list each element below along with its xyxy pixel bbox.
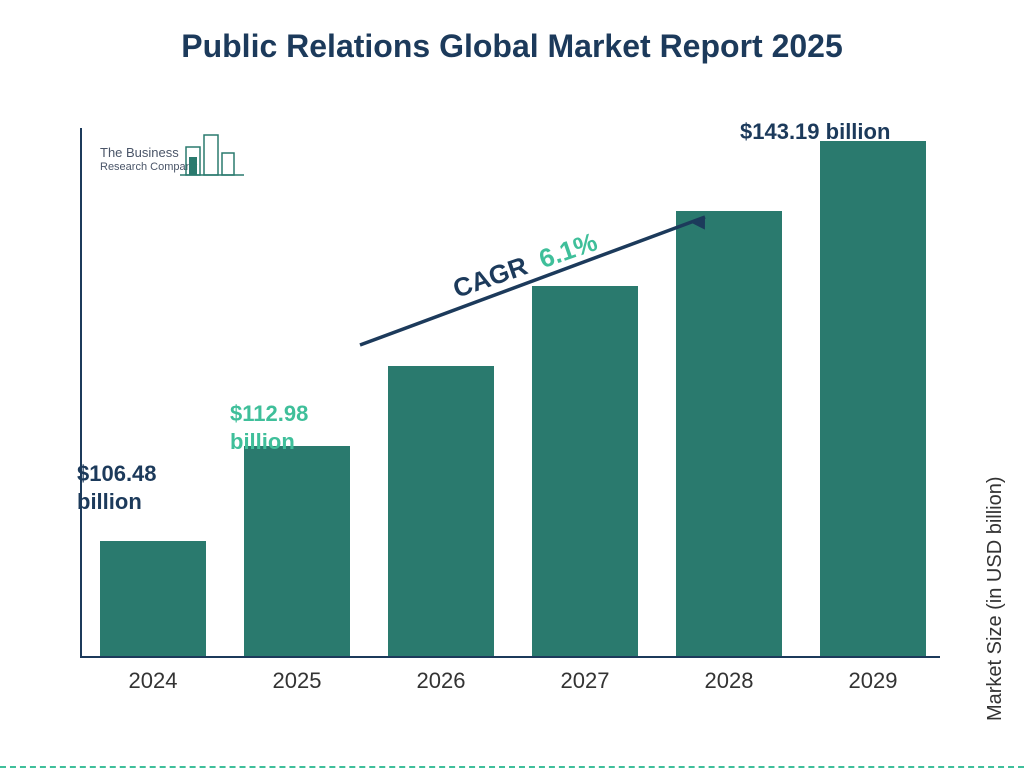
bar-2025 — [244, 446, 350, 656]
x-label-2024: 2024 — [100, 668, 206, 694]
cagr-arrow-icon — [345, 195, 735, 365]
y-axis-label: Market Size (in USD billion) — [985, 477, 1008, 722]
x-axis — [80, 656, 940, 658]
chart-title: Public Relations Global Market Report 20… — [0, 28, 1024, 65]
value-label-2029: $143.19 billion — [740, 118, 890, 146]
y-axis — [80, 128, 82, 658]
bar-2026 — [388, 366, 494, 656]
bar-2029 — [820, 141, 926, 656]
value-label-2024: $106.48billion — [77, 460, 157, 515]
bar-2024 — [100, 541, 206, 656]
x-labels-container: 2024 2025 2026 2027 2028 2029 — [100, 668, 940, 694]
x-label-2025: 2025 — [244, 668, 350, 694]
x-label-2026: 2026 — [388, 668, 494, 694]
x-label-2027: 2027 — [532, 668, 638, 694]
x-label-2029: 2029 — [820, 668, 926, 694]
x-label-2028: 2028 — [676, 668, 782, 694]
cagr-annotation: CAGR 6.1% — [355, 205, 725, 365]
value-label-2025: $112.98billion — [230, 400, 308, 455]
